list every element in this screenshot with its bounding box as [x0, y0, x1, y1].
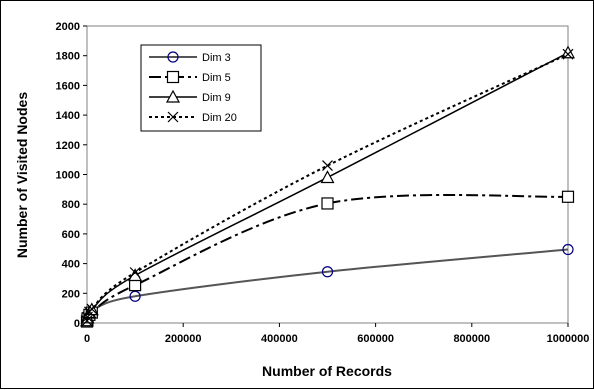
data-point-marker [129, 279, 142, 292]
y-tick-label: 2000 [56, 21, 80, 33]
data-point-marker [167, 111, 179, 123]
legend-item: Dim 5 [149, 70, 231, 84]
legend-label: Dim 20 [202, 112, 237, 124]
y-axis-title: Number of Visited Nodes [14, 92, 30, 258]
y-tick-label: 600 [62, 229, 80, 241]
data-point-marker [562, 48, 574, 60]
data-point-marker [165, 89, 181, 103]
data-point-marker [129, 290, 141, 302]
y-tick-label: 1800 [56, 51, 80, 63]
data-point-marker [167, 51, 179, 63]
y-tick-label: 400 [62, 259, 80, 271]
series-layer [79, 45, 576, 328]
legend-item: Dim 3 [149, 51, 231, 64]
data-point-marker [322, 160, 333, 172]
x-tick-label: 1000000 [547, 333, 590, 345]
data-point-marker [321, 197, 334, 210]
data-point-marker [321, 266, 334, 278]
data-point-marker [81, 315, 93, 327]
legend-label: Dim 5 [202, 72, 231, 84]
legend-item: Dim 9 [149, 89, 231, 104]
y-tick-label: 0 [74, 318, 80, 330]
y-tick-label: 1000 [56, 170, 80, 182]
x-tick-label: 200000 [165, 333, 202, 345]
series-dim-20 [81, 48, 574, 327]
x-axis: 0 200000 400000 600000 800000 1000000 [84, 323, 589, 345]
legend-item: Dim 20 [149, 111, 237, 124]
y-tick-label: 200 [62, 288, 80, 300]
y-axis: 0 200 400 600 800 1000 1200 1400 1600 1800 2000 [56, 21, 87, 330]
data-point-marker [86, 303, 98, 315]
x-tick-label: 0 [84, 333, 90, 345]
x-tick-label: 600000 [357, 333, 394, 345]
y-tick-label: 800 [62, 199, 80, 211]
data-point-marker [320, 170, 335, 184]
data-point-marker [562, 243, 574, 256]
y-tick-label: 1400 [56, 110, 80, 122]
legend-label: Dim 3 [202, 52, 231, 64]
data-point-marker [561, 190, 575, 203]
y-tick-label: 1600 [56, 80, 80, 92]
x-axis-title: Number of Records [262, 363, 392, 379]
data-point-marker [129, 267, 141, 278]
x-tick-label: 400000 [261, 333, 298, 345]
x-tick-label: 800000 [453, 333, 490, 345]
legend-label: Dim 9 [202, 92, 231, 104]
legend: Dim 3 Dim 5 Dim 9 Dim 20 [140, 44, 262, 132]
data-point-marker [166, 70, 180, 84]
y-tick-label: 1200 [56, 140, 80, 152]
